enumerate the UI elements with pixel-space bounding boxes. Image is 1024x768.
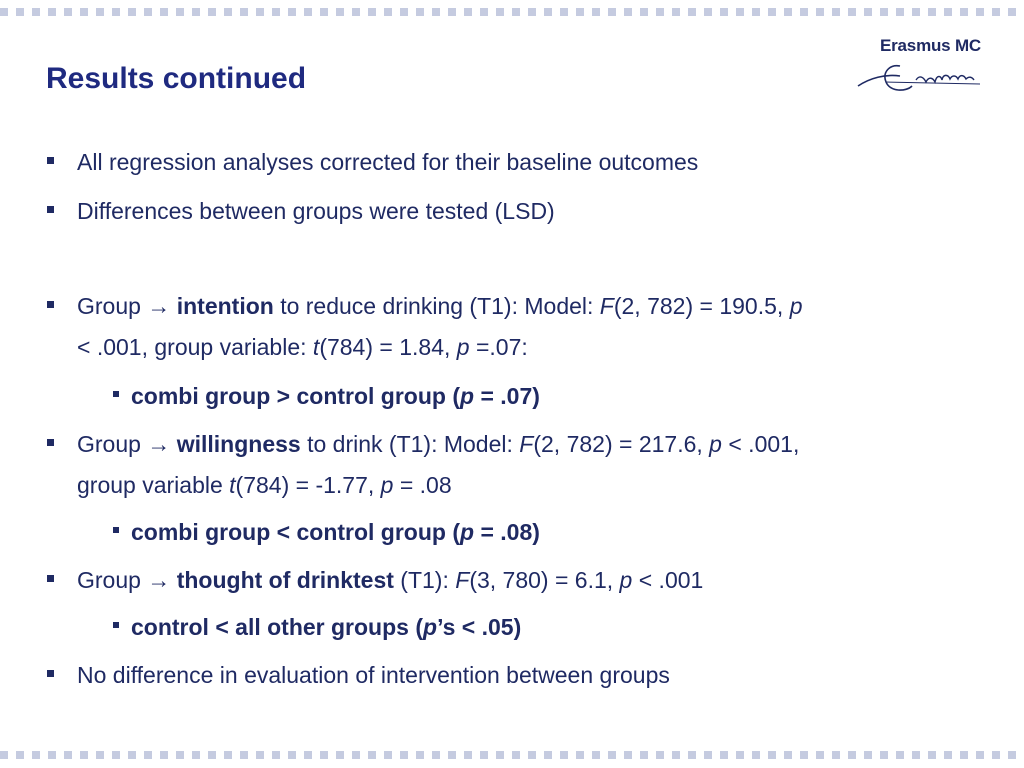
b4-F: F (519, 431, 534, 457)
bullet-3-sub-text: combi group > control group (p = .07) (131, 382, 540, 410)
bullet-5-sub-text: control < all other groups (p’s < .05) (131, 613, 521, 641)
b5-stat1: (3, 780) = 6.1, (469, 567, 620, 593)
b5sub-b: ’s < .05) (437, 614, 522, 640)
erasmus-mc-logo: Erasmus MC (850, 34, 1000, 98)
b3-term: intention (176, 293, 274, 319)
b3-line2c: =.07: (469, 334, 528, 360)
bullet-6-marker (47, 670, 54, 677)
bullet-5-line-1: Group → thought of drinktest (T1): F(3, … (77, 566, 703, 594)
b4-stat1: (2, 782) = 217.6, (533, 431, 710, 457)
bullet-2-marker (47, 206, 54, 213)
b3-rest: to reduce drinking (T1): Model: (273, 293, 600, 319)
b3-F: F (599, 293, 614, 319)
b4-p2: p (380, 472, 394, 498)
b4-p1: p (709, 431, 722, 457)
bullet-5-marker (47, 575, 54, 582)
b3-t: t (312, 334, 320, 360)
b3-line2b: (784) = 1.84, (319, 334, 457, 360)
b3-prefix: Group (77, 293, 148, 319)
bullet-4-sub-text: combi group < control group (p = .08) (131, 518, 540, 546)
bullet-5-sub-marker (113, 622, 119, 628)
erasmus-signature-icon (857, 64, 981, 91)
bullet-3-marker (47, 301, 54, 308)
b5-prefix: Group (77, 567, 148, 593)
bullet-3-line-2: < .001, group variable: t(784) = 1.84, p… (77, 333, 528, 361)
b4-line2b: (784) = -1.77, (235, 472, 381, 498)
b4sub-b: = .08) (474, 519, 540, 545)
b3-p1: p (789, 293, 803, 319)
b4sub-p: p (460, 519, 475, 545)
b3-p2: p (456, 334, 470, 360)
b4-rest: to drink (T1): Model: (300, 431, 520, 457)
b3-line2a: < .001, group variable: (77, 334, 313, 360)
b3sub-a: combi group > control group ( (131, 383, 461, 409)
b3-stat1: (2, 782) = 190.5, (613, 293, 790, 319)
slide-title: Results continued (46, 62, 307, 95)
b4-term: willingness (176, 431, 301, 457)
bullet-4-line-2: group variable t(784) = -1.77, p = .08 (77, 471, 452, 499)
top-dashed-border (0, 8, 1024, 16)
b5sub-a: control < all other groups ( (131, 614, 423, 640)
bullet-4-sub-marker (113, 527, 119, 533)
bullet-4-line-1: Group → willingness to drink (T1): Model… (77, 430, 799, 458)
logo-text: Erasmus MC (880, 36, 981, 55)
bullet-1-marker (47, 157, 54, 164)
arrow-right-icon: → (147, 431, 171, 457)
bullet-4-marker (47, 439, 54, 446)
bullet-2-text: Differences between groups were tested (… (77, 198, 555, 224)
b5-stat2: < .001 (632, 567, 704, 593)
bullet-1-text: All regression analyses corrected for th… (77, 149, 699, 175)
bullet-6-text: No difference in evaluation of intervent… (77, 662, 670, 688)
b4-line2a: group variable (77, 472, 230, 498)
arrow-right-icon: → (147, 293, 171, 319)
b5sub-p: p (423, 614, 438, 640)
b4-stat2: < .001, (721, 431, 800, 457)
b5-rest: (T1): (393, 567, 456, 593)
b3sub-p: p (460, 383, 475, 409)
b4-line2c: = .08 (393, 472, 452, 498)
bullet-3-sub-marker (113, 391, 119, 397)
b5-p1: p (619, 567, 633, 593)
b4-t: t (229, 472, 236, 498)
bottom-dashed-border (0, 751, 1024, 759)
b3sub-b: = .07) (474, 383, 540, 409)
b5-F: F (455, 567, 470, 593)
b4-prefix: Group (77, 431, 148, 457)
b4sub-a: combi group < control group ( (131, 519, 461, 545)
b5-term: thought of drinktest (176, 567, 394, 593)
arrow-right-icon: → (147, 567, 171, 593)
bullet-3-line-1: Group → intention to reduce drinking (T1… (77, 292, 802, 320)
